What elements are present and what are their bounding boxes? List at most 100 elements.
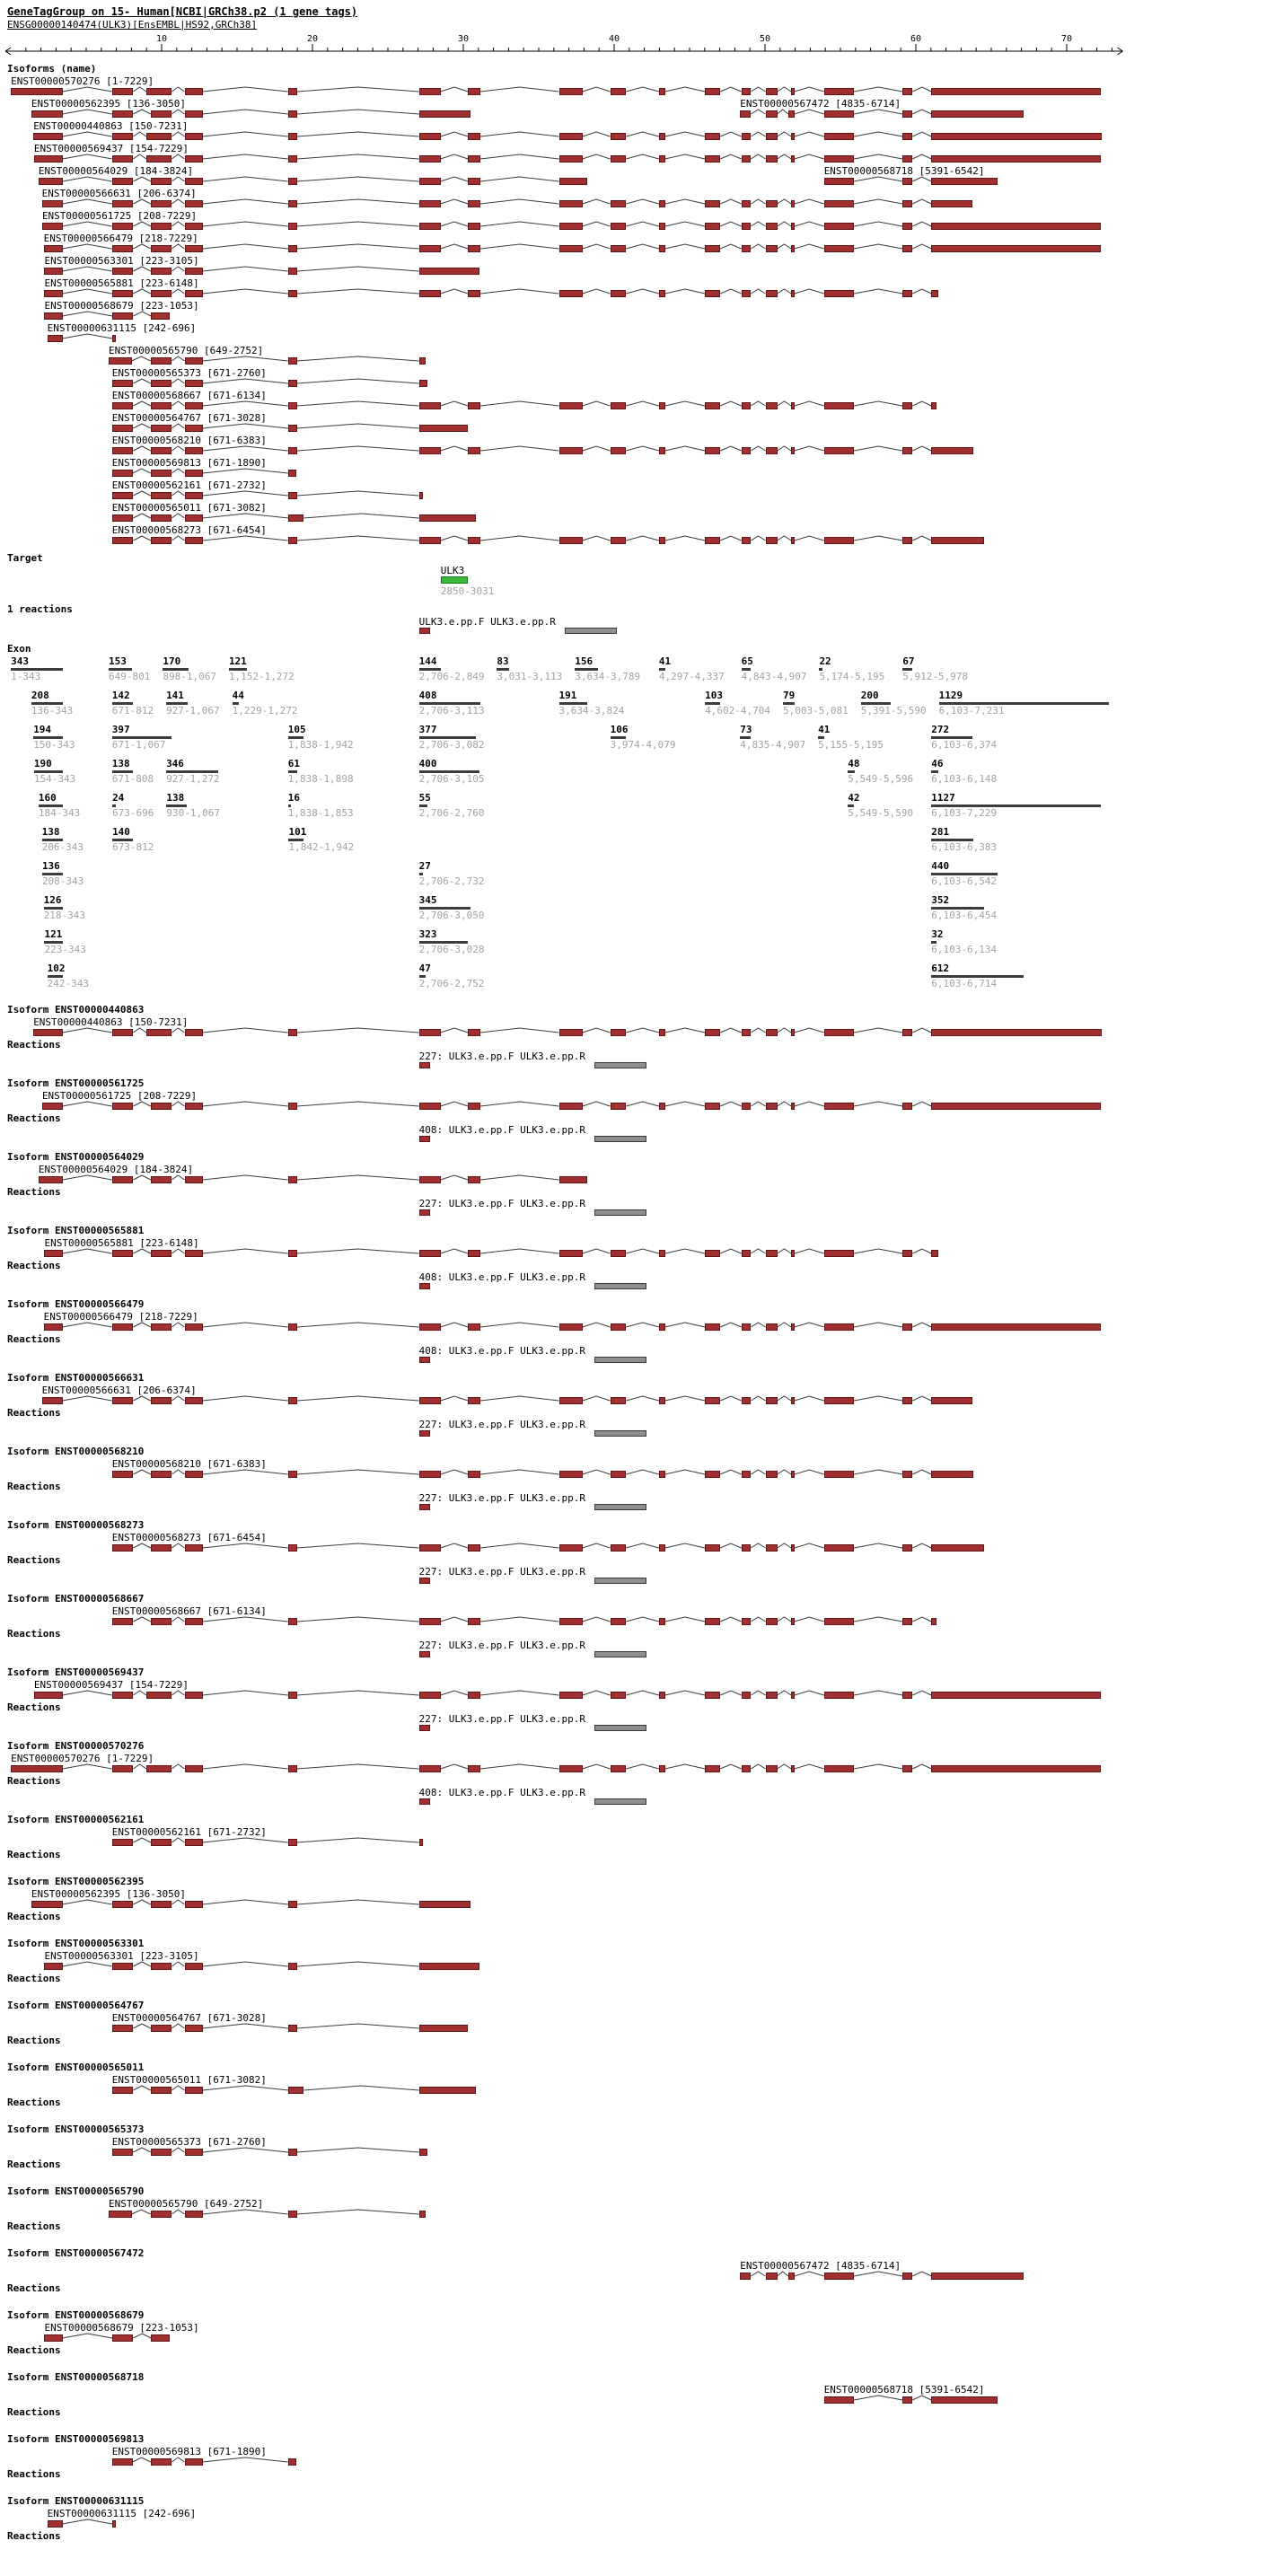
exon-lane: 102 242-343 47 2,706-2,752 612 6,103-6,714 <box>0 963 1257 997</box>
exon-range-label: 150-343 <box>33 739 75 751</box>
reactions-header: Reactions <box>7 2035 61 2046</box>
exon-extent-bar <box>41 839 63 841</box>
isoform-detail-section: Isoform ENST00000563301 ENST00000563301 [… <box>0 1938 1275 1992</box>
exon-extent-bar <box>418 668 441 671</box>
reactions-header: Reactions <box>7 1849 61 1860</box>
exon-box <box>765 1618 778 1625</box>
exon-extent-bar <box>47 975 63 978</box>
intron-lines <box>62 1961 419 1967</box>
exon-box <box>287 2458 296 2466</box>
exon-box <box>287 1544 297 1552</box>
exon-box <box>791 537 795 544</box>
exon-entry: 24 673-696 <box>112 793 154 819</box>
exon-box <box>741 155 752 163</box>
exon-extent-bar <box>931 804 1102 807</box>
exon-box <box>150 1250 172 1257</box>
isoform-label: ENST00000568667 [671-6134] <box>111 390 267 401</box>
exon-box <box>287 470 296 477</box>
isoform-row: ENST00000568667 [671-6134] <box>0 390 1275 410</box>
isoform-label: ENST00000565373 [671-2760] <box>111 367 267 379</box>
intron-lines <box>133 423 419 429</box>
exon-entry: 27 2,706-2,732 <box>418 861 484 887</box>
transcript-track <box>0 445 1185 455</box>
label-line: 2850-3031 <box>0 585 1257 597</box>
exon-box <box>288 514 304 522</box>
gene-link[interactable]: ENSG00000140474(ULK3)[EnsEMBL|HS92,GRCh3… <box>7 19 258 31</box>
exon-box <box>823 178 855 185</box>
exon-box <box>468 1544 480 1552</box>
exon-entry: 140 673-812 <box>112 827 154 853</box>
isoform-detail-header: Isoform ENST00000564767 <box>7 2000 145 2011</box>
exon-box <box>418 1029 441 1036</box>
isoform-detail-section: Isoform ENST00000565011 ENST00000565011 [… <box>0 2062 1275 2116</box>
primer-pair-box <box>594 1283 646 1289</box>
exon-box <box>558 155 583 163</box>
exon-box <box>823 88 855 95</box>
exon-box <box>765 447 778 454</box>
exon-box <box>741 1323 752 1331</box>
label-line: ENST00000565011 [671-3082] <box>0 2074 1257 2086</box>
exon-box <box>111 133 134 140</box>
exon-box <box>184 245 203 252</box>
isoform-label: ENST00000631115 [242-696] <box>47 322 197 334</box>
amplicon-box <box>418 1578 430 1584</box>
exon-range-label: 673-812 <box>112 841 154 853</box>
exon-entry: 121 1,152-1,272 <box>228 656 295 682</box>
label-line: ENST00000562161 [671-2732] <box>0 479 1257 491</box>
exon-lane: 208 136-343 142 671-812 141 927-1,067 44 1,229-… <box>0 690 1257 724</box>
exon-extent-bar <box>287 804 291 807</box>
exon-box <box>44 1250 63 1257</box>
exon-length-label: 126 <box>43 894 62 906</box>
exon-box <box>111 1103 134 1110</box>
exon-box <box>558 1692 583 1699</box>
transcript-track <box>0 2023 1185 2033</box>
isoform-detail-header: Isoform ENST00000565011 <box>7 2062 145 2073</box>
exon-box <box>823 133 855 140</box>
exon-box <box>468 1692 480 1699</box>
intron-lines <box>131 2209 419 2215</box>
exon-box <box>418 1471 441 1478</box>
exon-length-label: 16 <box>287 792 301 804</box>
exon-box <box>418 1176 441 1183</box>
exon-range-label: 2,706-2,760 <box>418 807 485 819</box>
label-line: ENST00000440863 [150-7231] <box>0 120 1257 132</box>
exon-extent-bar <box>848 804 855 807</box>
exon-box <box>741 290 752 297</box>
transcript-track <box>0 2085 1185 2095</box>
reaction-primer-track <box>0 627 1185 636</box>
reactions-header: Reactions <box>7 2530 61 2542</box>
exon-range-label: 136-343 <box>31 705 74 717</box>
exon-entry: 141 927-1,067 <box>166 690 220 717</box>
exon-range-label: 6,103-6,383 <box>931 841 998 853</box>
exon-entry: 41 4,297-4,337 <box>658 656 725 682</box>
exon-box <box>741 447 752 454</box>
exon-box <box>111 1397 134 1404</box>
exon-box <box>610 290 627 297</box>
empty-reactions-area <box>0 2294 1275 2302</box>
exon-box <box>902 155 913 163</box>
exon-entry: 61 1,838-1,898 <box>287 759 354 785</box>
exon-entry: 323 2,706-3,028 <box>418 929 484 955</box>
primer-pair-box <box>564 628 617 634</box>
exon-box <box>150 245 172 252</box>
exon-box <box>150 357 172 365</box>
isoform-label: ENST00000565790 [649-2752] <box>109 345 264 356</box>
exon-entry: 16 1,838-1,853 <box>287 792 354 819</box>
exon-box <box>287 357 297 365</box>
exon-extent-bar <box>931 941 936 944</box>
empty-reactions-area <box>0 2108 1275 2116</box>
exon-box <box>287 133 297 140</box>
isoform-label: ENST00000565790 [649-2752] <box>109 2198 264 2210</box>
exon-extent-bar <box>782 702 796 705</box>
label-line: ENST00000564767 [671-3028] <box>0 412 1257 424</box>
exon-box <box>823 1250 855 1257</box>
isoform-row: ENST00000565790 [649-2752] <box>0 345 1275 365</box>
label-line: ENST00000565881 [223-6148] <box>0 1237 1257 1249</box>
exon-box <box>150 1839 172 1846</box>
exon-box <box>111 2458 133 2466</box>
exon-entry: 79 5,003-5,081 <box>782 690 849 717</box>
exon-box <box>184 1544 203 1552</box>
exon-box <box>741 1250 752 1257</box>
exon-box <box>112 2334 134 2342</box>
isoform-detail-section: Isoform ENST00000566631 ENST00000566631 [… <box>0 1372 1275 1438</box>
